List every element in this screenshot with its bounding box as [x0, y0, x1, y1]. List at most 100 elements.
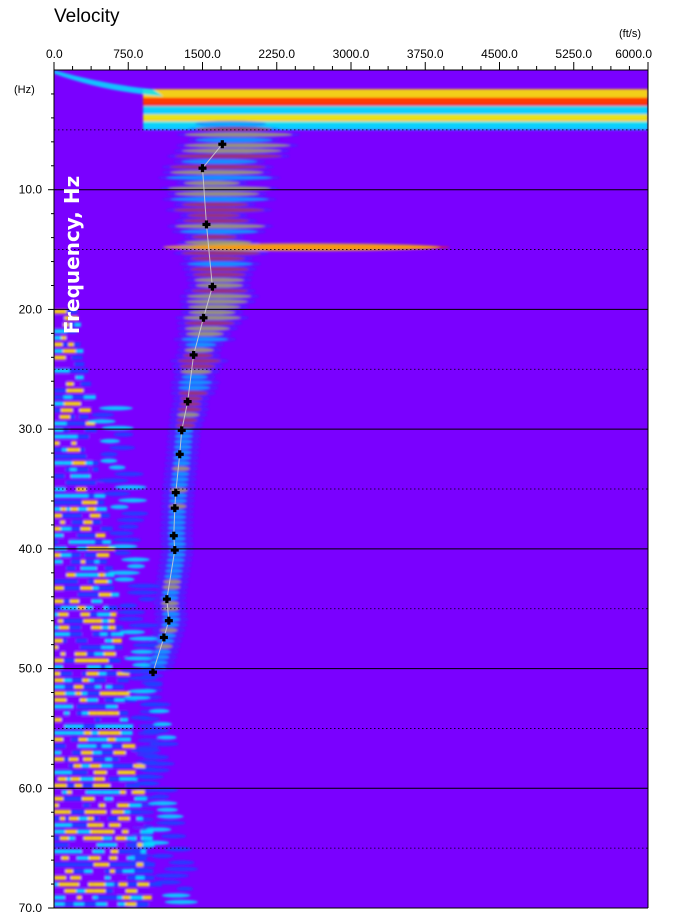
energy-halo	[156, 572, 191, 580]
noise-cell	[78, 902, 85, 907]
noise-cell	[54, 421, 67, 426]
energy-halo	[169, 405, 210, 413]
noise-cell	[65, 869, 74, 874]
x-tick-label: 750.0	[113, 47, 143, 61]
noise-cell	[62, 618, 74, 624]
noise-cell	[69, 427, 79, 433]
noise-cell	[80, 553, 85, 558]
noise-cell	[54, 711, 65, 716]
noise-cell	[105, 882, 114, 887]
noise-cell	[65, 743, 79, 749]
noise-cell	[70, 875, 81, 880]
noise-cell	[94, 539, 103, 545]
noise-cell	[98, 671, 107, 676]
noise-cell	[69, 322, 75, 327]
noise-cell	[75, 414, 80, 419]
noise-cell	[105, 875, 111, 880]
energy-halo	[173, 158, 266, 165]
noise-cell	[59, 414, 71, 419]
energy-halo	[184, 233, 245, 241]
noise-cell	[82, 796, 95, 801]
noise-cell	[163, 866, 199, 872]
noise-cell	[120, 717, 129, 722]
noise-cell	[116, 638, 122, 643]
energy-halo	[159, 529, 194, 537]
noise-cell	[81, 513, 91, 518]
noise-cell	[160, 833, 187, 839]
noise-cell	[66, 500, 74, 505]
noise-cell	[117, 803, 129, 808]
energy-halo	[194, 120, 267, 128]
noise-cell	[61, 513, 72, 518]
noise-cell	[79, 408, 84, 413]
energy-halo	[187, 136, 281, 144]
noise-cell	[94, 776, 105, 782]
noise-cell	[54, 612, 59, 617]
noise-cell	[109, 717, 116, 722]
noise-cell	[78, 809, 85, 815]
noise-cell	[65, 730, 75, 736]
noise-cell	[78, 743, 90, 749]
noise-cell	[95, 506, 107, 512]
energy-halo	[171, 400, 210, 408]
noise-cell	[64, 888, 77, 894]
noise-cell	[142, 728, 170, 734]
noise-cell	[106, 585, 114, 591]
noise-cell	[112, 537, 142, 543]
noise-cell	[63, 658, 71, 663]
pick-point	[170, 504, 179, 513]
noise-cell	[54, 506, 62, 512]
noise-cell	[73, 902, 79, 907]
pick-point	[177, 426, 186, 435]
noise-cell	[119, 603, 138, 608]
noise-cell	[94, 770, 107, 775]
noise-cell	[144, 682, 163, 687]
noise-cell	[54, 401, 65, 406]
energy-halo	[153, 621, 188, 629]
noise-cell	[69, 632, 83, 637]
noise-cell	[97, 638, 106, 643]
energy-halo	[153, 589, 188, 596]
noise-cell	[136, 902, 149, 907]
noise-cell	[97, 697, 105, 703]
pick-point	[169, 531, 178, 540]
noise-cell	[54, 790, 63, 795]
y-axis-unit: (Hz)	[14, 84, 35, 96]
noise-cell	[73, 869, 85, 874]
noise-cell	[85, 421, 96, 426]
x-tick-label: 6000.0	[615, 47, 652, 61]
energy-halo	[170, 379, 221, 386]
noise-cell	[54, 500, 67, 505]
noise-cell	[65, 823, 72, 828]
noise-cell	[92, 664, 101, 670]
noise-cell	[109, 730, 121, 736]
noise-cell	[119, 711, 129, 716]
noise-cell	[92, 460, 99, 466]
noise-cell	[86, 566, 97, 571]
noise-cell	[87, 419, 116, 424]
noise-cell	[83, 388, 96, 393]
noise-cell	[77, 849, 82, 854]
energy-halo	[158, 562, 192, 570]
energy-halo	[166, 438, 201, 446]
noise-cell	[66, 388, 73, 393]
noise-cell	[161, 893, 191, 898]
noise-cell	[119, 757, 128, 762]
noise-cell	[142, 895, 152, 900]
noise-cell	[133, 849, 141, 854]
energy-halo	[170, 384, 219, 392]
noise-cell	[66, 381, 74, 387]
energy-halo	[158, 556, 193, 564]
noise-cell	[71, 520, 84, 525]
noise-cell	[153, 722, 172, 727]
noise-cell	[78, 427, 85, 433]
noise-cell	[100, 513, 110, 518]
noise-cell	[108, 605, 118, 610]
noise-cell	[99, 803, 105, 808]
energy-halo	[157, 174, 281, 182]
noise-cell	[108, 776, 120, 782]
noise-cell	[113, 750, 126, 755]
noise-cell	[54, 375, 65, 380]
noise-cell	[59, 441, 72, 446]
noise-cell	[63, 322, 70, 327]
